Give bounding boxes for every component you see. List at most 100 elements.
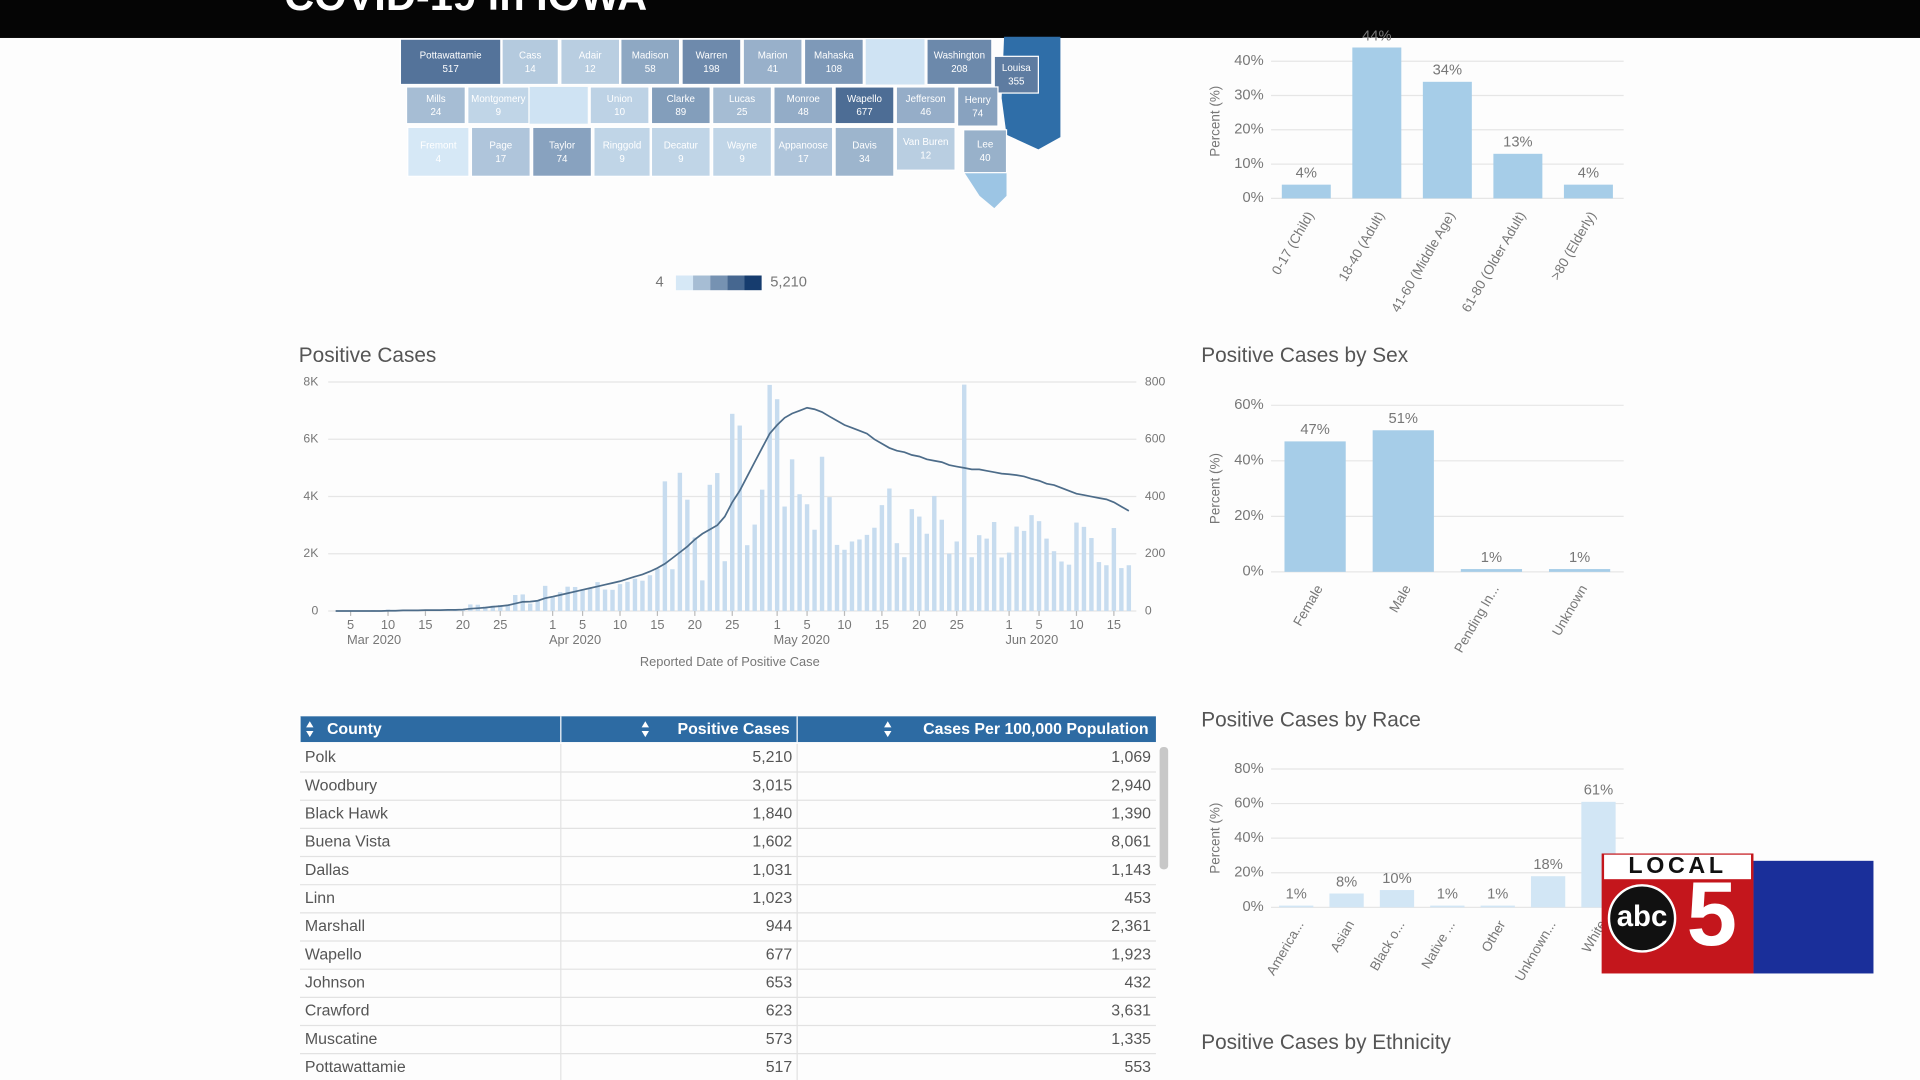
value-label: 13%: [1503, 135, 1532, 151]
bar: [1422, 81, 1472, 199]
bar: [1379, 890, 1415, 908]
x-tick-label: 5: [347, 617, 354, 632]
bar: [827, 497, 832, 612]
county-count: 46: [920, 107, 931, 118]
county: [834, 86, 895, 125]
sort-icon[interactable]: [884, 721, 892, 738]
sort-icon[interactable]: [641, 721, 649, 738]
x-tick-label: 20: [456, 617, 470, 632]
bar: [864, 534, 870, 612]
bar: [812, 529, 817, 612]
county-count: 34: [859, 154, 870, 165]
x-tick-label: 10: [837, 617, 851, 632]
county-name: Fremont: [420, 140, 457, 151]
x-tick-label: 10: [1069, 617, 1083, 632]
map: Pottawattamie 517 Cass 14 Adair 12 Madison 58 Wa…: [399, 36, 1061, 291]
bar: [1119, 568, 1124, 612]
x-tick-label: 10: [381, 617, 395, 632]
y-tick-label: 40%: [1234, 453, 1263, 469]
bar: [647, 575, 653, 612]
bar: [1563, 184, 1613, 199]
bar: [587, 588, 593, 612]
bar: [1081, 526, 1087, 612]
page-title: COVID-19 in IOWA: [284, 0, 647, 19]
bar: [1021, 530, 1027, 612]
bar: [632, 578, 638, 612]
table-cell: 573: [766, 1031, 793, 1048]
logo-band: [1604, 854, 1752, 880]
county: [470, 126, 531, 177]
county: [593, 126, 651, 177]
table-cell: 2,940: [1111, 777, 1151, 794]
county-name: Davis: [852, 140, 877, 151]
county-name: Louisa: [1002, 63, 1031, 74]
scrollbar[interactable]: [1159, 746, 1169, 870]
value-label: 34%: [1433, 63, 1462, 79]
county: [773, 86, 834, 125]
county-count: 9: [619, 154, 624, 165]
bar: [1089, 538, 1094, 612]
county-name: Henry: [965, 95, 991, 106]
bar: [909, 509, 915, 612]
x-tick-label: 25: [493, 617, 507, 632]
bar: [617, 584, 623, 612]
y-axis-label: Percent (%): [1207, 86, 1222, 157]
bar: [520, 594, 525, 612]
bar: [962, 384, 967, 612]
bar: [1096, 562, 1102, 612]
bar: [722, 561, 727, 612]
county-count: 12: [585, 64, 596, 75]
bar: [1460, 569, 1523, 572]
bar: [752, 524, 757, 612]
x-tick-label: 1: [1006, 617, 1013, 632]
y-tick-label: 60%: [1234, 397, 1263, 413]
bar: [580, 589, 585, 612]
column-header[interactable]: Cases Per 100,000 Population: [923, 721, 1148, 738]
bar: [490, 605, 495, 612]
column-header[interactable]: County: [327, 721, 382, 738]
bar: [789, 459, 795, 612]
bar: [917, 516, 922, 612]
table-cell: Polk: [305, 749, 336, 766]
value-label: 1%: [1569, 550, 1590, 566]
county-shape: [528, 86, 588, 124]
bar: [1329, 893, 1364, 908]
bar: [804, 504, 810, 612]
bar: [857, 539, 862, 612]
county-name: Union: [607, 94, 633, 105]
table-cell: 1,335: [1111, 1031, 1151, 1048]
county: [650, 126, 711, 177]
county: [803, 38, 864, 86]
y-tick-label: 80%: [1234, 761, 1263, 777]
county-count: 74: [972, 108, 983, 119]
county-count: 14: [525, 64, 536, 75]
county-count: 74: [557, 154, 568, 165]
bar: [557, 592, 563, 612]
table: County Positive Cases Cases Per 100,000 Po…: [299, 716, 1169, 1080]
county-name: Montgomery: [471, 94, 525, 105]
value-label: 61%: [1584, 783, 1613, 799]
x-tick-label: 15: [1107, 617, 1121, 632]
bar: [1036, 521, 1042, 612]
bar: [1051, 551, 1057, 612]
bar: [565, 586, 570, 612]
column-header[interactable]: Positive Cases: [677, 721, 789, 738]
sort-icon[interactable]: [306, 721, 314, 738]
county: [895, 86, 956, 125]
legend-max: 5,210: [770, 275, 807, 291]
bar: [1066, 564, 1072, 612]
bar: [834, 544, 840, 612]
y-tick-label: 60%: [1234, 795, 1263, 811]
legend-swatch: [744, 275, 762, 291]
table-cell: Marshall: [305, 918, 365, 935]
table-cell: 2,361: [1111, 918, 1151, 935]
bar: [662, 481, 668, 612]
county-count: 9: [678, 154, 683, 165]
county-count: 17: [798, 154, 809, 165]
y-tick-label: 4K: [303, 489, 319, 503]
county: [742, 38, 803, 86]
chart-title: Positive Cases by Ethnicity: [1201, 1031, 1451, 1054]
county-name: Cass: [519, 50, 541, 61]
